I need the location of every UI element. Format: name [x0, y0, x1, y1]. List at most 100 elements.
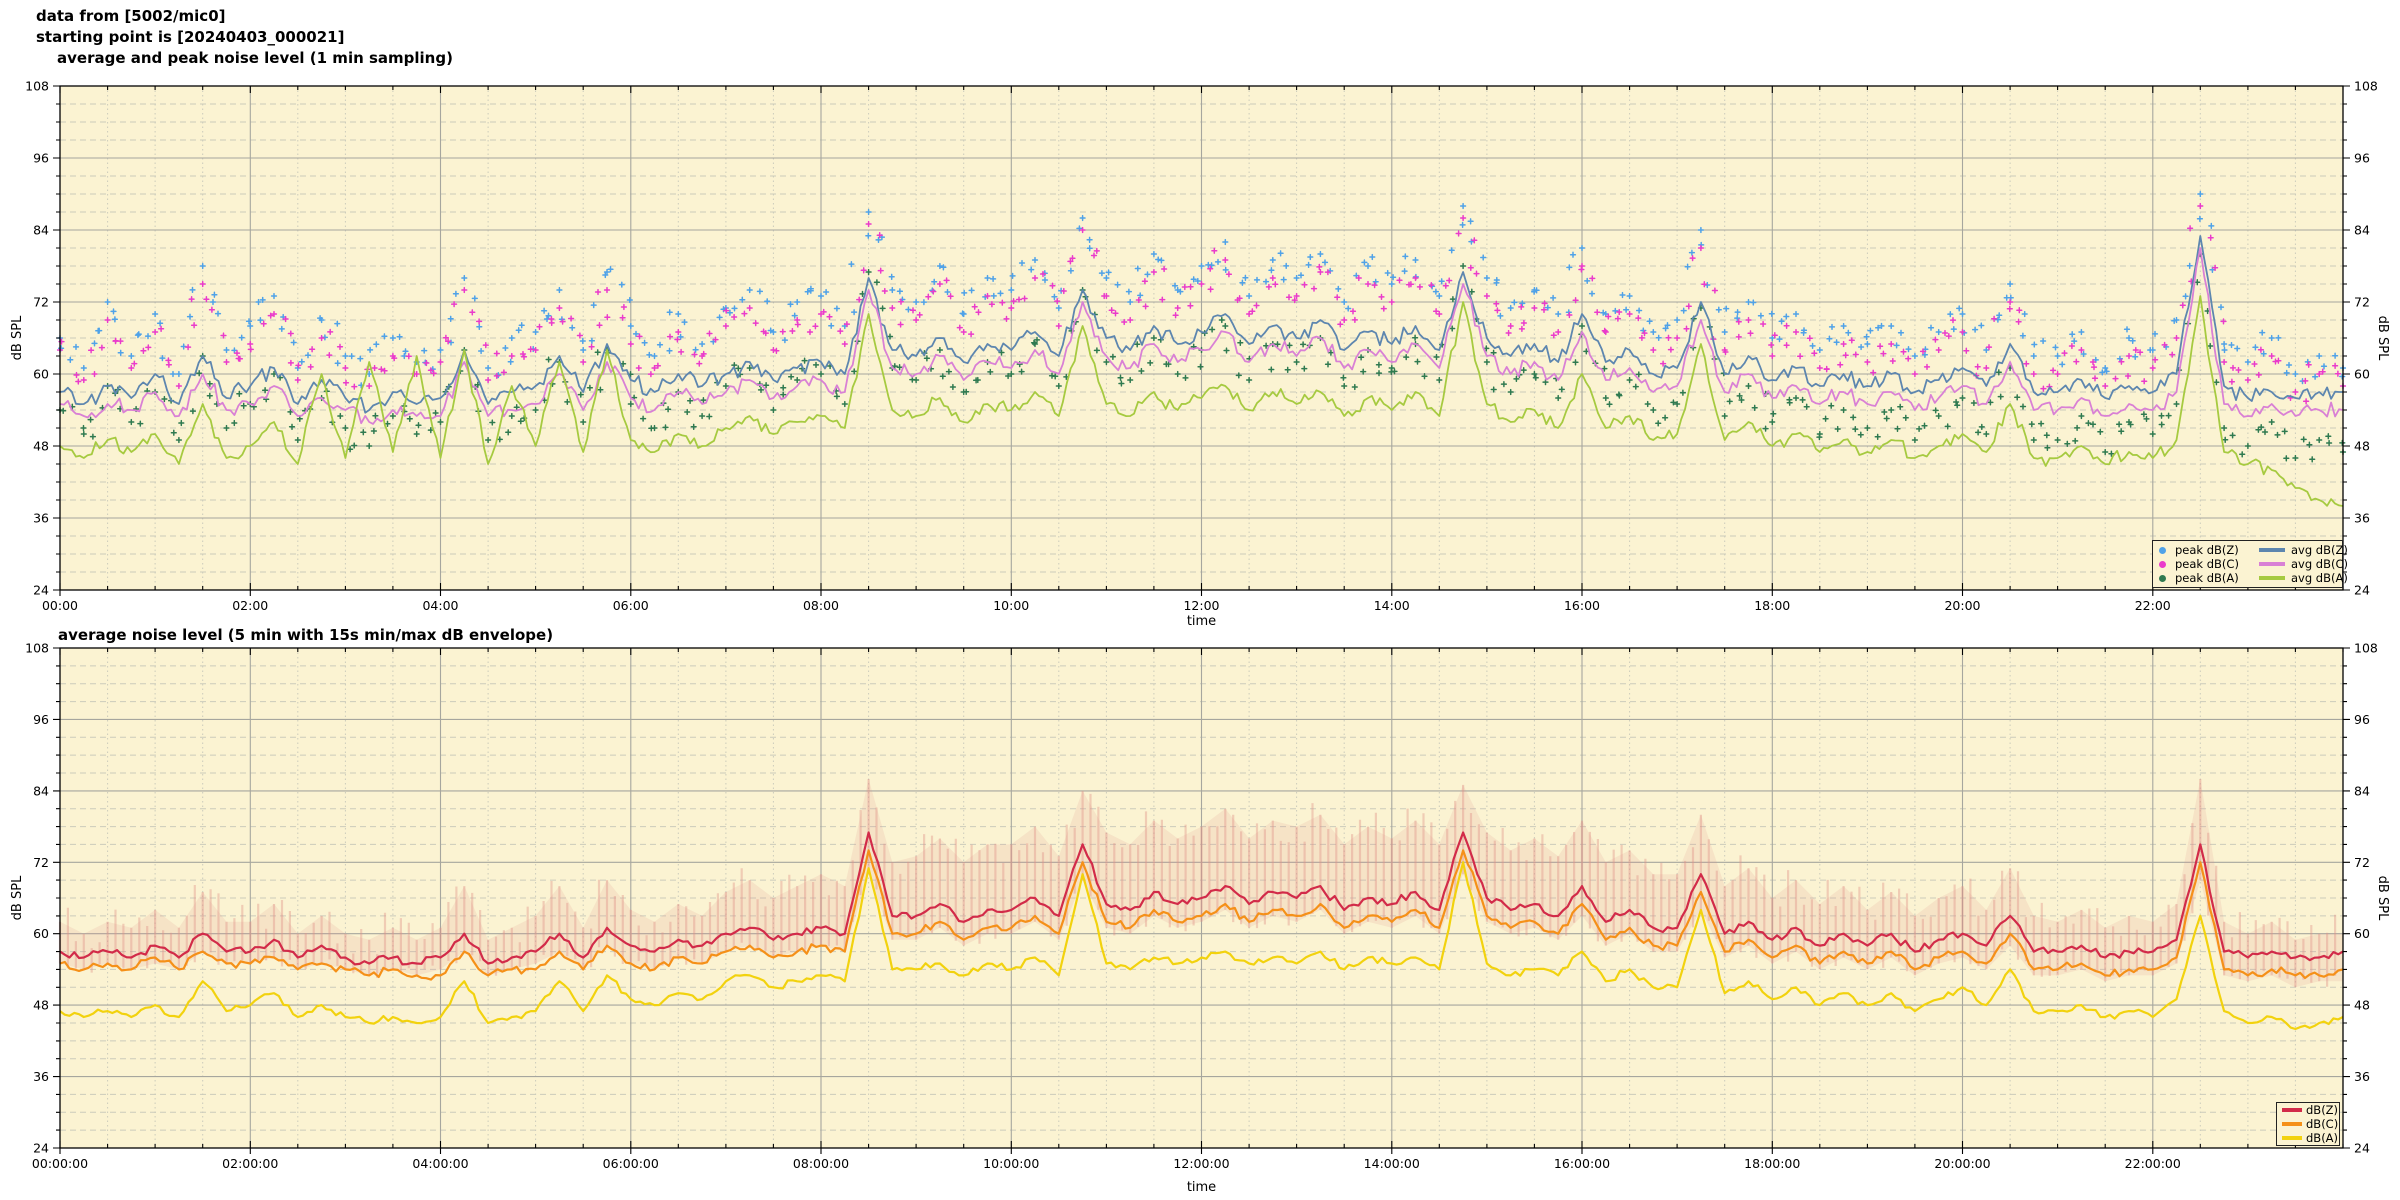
ytick-label-right: 96	[2354, 712, 2370, 727]
dbc-line-swatch	[2282, 1118, 2306, 1131]
ytick-label-left: 108	[25, 641, 49, 656]
ytick-label-right: 36	[2354, 511, 2370, 526]
xtick-label: 08:00	[803, 598, 839, 613]
grid-major	[60, 86, 2343, 590]
ytick-label-left: 108	[25, 79, 49, 94]
ytick-label-right: 36	[2354, 1069, 2370, 1084]
legend-label-peak-dbc: peak dB(C)	[2175, 556, 2239, 571]
header-starting-point-line: starting point is [20240403_000021]	[36, 28, 345, 46]
legend-label-dba: dB(A)	[2306, 1130, 2339, 1145]
dbz-line-icon	[2282, 1108, 2302, 1112]
xtick-label: 22:00:00	[2125, 1156, 2181, 1171]
chart2-legend: dB(Z) dB(C) dB(A)	[2276, 1102, 2340, 1146]
ytick-label-left: 60	[33, 926, 49, 941]
line-avg-db-c	[59, 247, 2344, 425]
avg-dbc-line-swatch	[2259, 558, 2291, 571]
legend-label-dbz: dB(Z)	[2306, 1102, 2339, 1117]
chart-2: 24 24 36 36 48 48 60 60 72 72 84 84 96 96 108 108 00:00:…	[25, 641, 2378, 1172]
page-header: data from [5002/mic0] starting point is …	[36, 6, 344, 48]
xtick-label: 00:00	[42, 598, 78, 613]
ytick-label-right: 24	[2354, 1141, 2370, 1156]
ytick-label-right: 84	[2354, 223, 2370, 238]
avg-dba-line-swatch	[2259, 572, 2291, 585]
ytick-label-left: 72	[33, 295, 49, 310]
xtick-label: 10:00	[993, 598, 1029, 613]
legend-label-avg-dbc: avg dB(C)	[2291, 556, 2349, 571]
ytick-label-left: 96	[33, 151, 49, 166]
xtick-label: 04:00	[422, 598, 458, 613]
band-area-min-max-envelope	[60, 779, 2343, 988]
ytick-label-right: 108	[2354, 641, 2378, 656]
ytick-label-left: 36	[33, 1069, 49, 1084]
xtick-label: 12:00	[1183, 598, 1219, 613]
xtick-label: 08:00:00	[793, 1156, 849, 1171]
ytick-label-left: 84	[33, 783, 49, 798]
legend-label-peak-dbz: peak dB(Z)	[2175, 542, 2239, 557]
avg-dbc-line-icon	[2259, 562, 2285, 566]
ytick-label-right: 24	[2354, 583, 2370, 598]
dbz-line-swatch	[2282, 1104, 2306, 1117]
chart2-y-axis-label-left: dB SPL	[10, 875, 25, 921]
avg-dbz-line-icon	[2259, 548, 2285, 552]
xtick-label: 20:00:00	[1934, 1156, 1990, 1171]
line-avg-db-a	[59, 295, 2344, 507]
xtick-label: 06:00	[613, 598, 649, 613]
peak-dbc-point-swatch	[2159, 558, 2175, 571]
header-source-line: data from [5002/mic0]	[36, 7, 226, 25]
xtick-label: 00:00:00	[32, 1156, 88, 1171]
ytick-label-left: 60	[33, 367, 49, 382]
dbc-line-icon	[2282, 1122, 2302, 1126]
xtick-label: 18:00	[1754, 598, 1790, 613]
ytick-label-right: 72	[2354, 855, 2370, 870]
xtick-label: 18:00:00	[1744, 1156, 1800, 1171]
dba-line-icon	[2282, 1136, 2302, 1140]
dba-line-swatch	[2282, 1132, 2306, 1145]
ytick-label-right: 60	[2354, 367, 2370, 382]
peak-dbz-dot-icon	[2159, 546, 2166, 554]
axis-ticks	[53, 647, 2350, 1154]
legend-label-avg-dbz: avg dB(Z)	[2291, 542, 2348, 557]
peak-dbc-dot-icon	[2159, 560, 2166, 568]
ytick-label-left: 36	[33, 511, 49, 526]
xtick-label: 02:00:00	[222, 1156, 278, 1171]
xtick-label: 10:00:00	[983, 1156, 1039, 1171]
ytick-label-left: 24	[33, 583, 49, 598]
xtick-label: 22:00	[2135, 598, 2171, 613]
peak-dbz-point-swatch	[2159, 544, 2175, 557]
xtick-label: 14:00:00	[1364, 1156, 1420, 1171]
avg-dba-line-icon	[2259, 576, 2285, 580]
chart1-legend: peak dB(Z) avg dB(Z) peak dB(C) avg dB(C…	[2152, 540, 2348, 588]
ytick-label-left: 24	[33, 1141, 49, 1156]
chart2-y-axis-label-right: dB SPL	[2375, 875, 2390, 921]
ytick-label-right: 60	[2354, 926, 2370, 941]
axis-ticks	[53, 85, 2350, 596]
chart-1: 24 24 36 36 48 48 60 60 72 72 84 84 96 96 108 108 00:00 0…	[25, 79, 2378, 614]
xtick-label: 16:00:00	[1554, 1156, 1610, 1171]
avg-dbz-line-swatch	[2259, 544, 2291, 557]
line-avg-db-z	[59, 235, 2343, 414]
peak-dba-dot-icon	[2159, 574, 2166, 582]
ytick-label-right: 48	[2354, 998, 2370, 1013]
chart1-x-axis-label: time	[1186, 614, 1217, 629]
peak-dba-point-swatch	[2159, 572, 2175, 585]
xtick-label: 16:00	[1564, 598, 1600, 613]
xtick-label: 20:00	[1944, 598, 1980, 613]
ytick-label-right: 84	[2354, 783, 2370, 798]
chart1-y-axis-label-left: dB SPL	[10, 315, 25, 361]
line-db-a	[59, 861, 2344, 1031]
chart1-title: average and peak noise level (1 min samp…	[57, 49, 453, 67]
xtick-label: 14:00	[1374, 598, 1410, 613]
ytick-label-right: 48	[2354, 439, 2370, 454]
ytick-label-right: 96	[2354, 151, 2370, 166]
xtick-label: 12:00:00	[1173, 1156, 1229, 1171]
ytick-label-left: 72	[33, 855, 49, 870]
ytick-label-left: 84	[33, 223, 49, 238]
ytick-label-right: 72	[2354, 295, 2370, 310]
chart2-x-axis-label: time	[1186, 1180, 1217, 1195]
ytick-label-right: 108	[2354, 79, 2378, 94]
ytick-label-left: 48	[33, 998, 49, 1013]
chart1-y-axis-label-right: dB SPL	[2375, 315, 2390, 361]
legend-label-avg-dba: avg dB(A)	[2291, 570, 2348, 585]
